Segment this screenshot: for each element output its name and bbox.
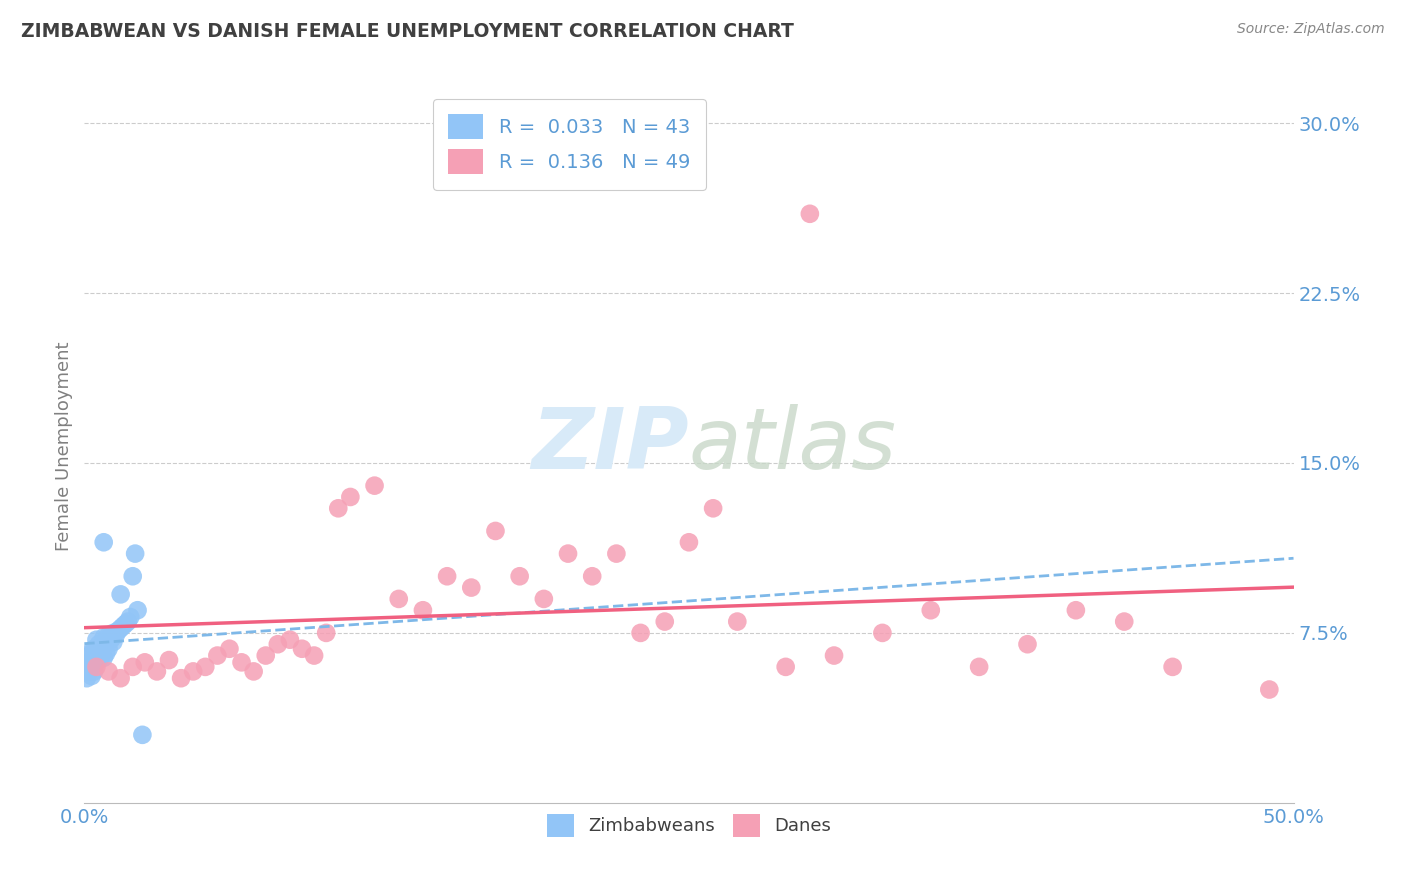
Point: [157, 653, 180, 667]
Point: [242, 665, 264, 679]
Point: [124, 547, 146, 561]
Point: [86, 656, 108, 670]
Point: [533, 591, 555, 606]
Point: [80, 669, 103, 683]
Point: [76, 671, 98, 685]
Text: atlas: atlas: [689, 404, 897, 488]
Point: [207, 648, 229, 663]
Point: [94, 632, 117, 647]
Point: [509, 569, 531, 583]
Point: [702, 501, 724, 516]
Point: [83, 657, 105, 672]
Point: [87, 653, 110, 667]
Point: [278, 632, 301, 647]
Point: [654, 615, 676, 629]
Point: [231, 656, 253, 670]
Point: [1017, 637, 1039, 651]
Point: [605, 547, 627, 561]
Point: [86, 660, 108, 674]
Point: [80, 653, 103, 667]
Point: [339, 490, 361, 504]
Point: [97, 641, 120, 656]
Point: [104, 628, 127, 642]
Point: [388, 591, 411, 606]
Point: [920, 603, 942, 617]
Text: ZIP: ZIP: [531, 404, 689, 488]
Point: [581, 569, 603, 583]
Legend: Zimbabweans, Danes: Zimbabweans, Danes: [540, 807, 838, 844]
Point: [93, 637, 115, 651]
Y-axis label: Female Unemployment: Female Unemployment: [55, 342, 73, 550]
Point: [775, 660, 797, 674]
Point: [823, 648, 845, 663]
Point: [181, 665, 204, 679]
Point: [110, 671, 132, 685]
Point: [1161, 660, 1184, 674]
Point: [80, 660, 103, 674]
Point: [170, 671, 193, 685]
Point: [127, 603, 149, 617]
Point: [484, 524, 506, 538]
Point: [412, 603, 434, 617]
Point: [83, 641, 105, 656]
Point: [1064, 603, 1087, 617]
Point: [120, 610, 142, 624]
Point: [103, 635, 125, 649]
Point: [97, 628, 120, 642]
Point: [131, 728, 153, 742]
Point: [83, 665, 105, 679]
Point: [194, 660, 217, 674]
Point: [630, 626, 652, 640]
Point: [557, 547, 579, 561]
Point: [76, 660, 98, 674]
Point: [460, 581, 482, 595]
Point: [302, 648, 325, 663]
Point: [799, 207, 821, 221]
Point: [254, 648, 277, 663]
Point: [121, 660, 143, 674]
Point: [363, 478, 385, 492]
Point: [94, 646, 117, 660]
Point: [103, 626, 125, 640]
Point: [86, 646, 108, 660]
Point: [146, 665, 169, 679]
Point: [967, 660, 990, 674]
Point: [100, 632, 122, 647]
Point: [93, 650, 115, 665]
Point: [90, 640, 112, 654]
Point: [1114, 615, 1136, 629]
Point: [97, 665, 120, 679]
Point: [93, 535, 115, 549]
Point: [328, 501, 350, 516]
Point: [218, 641, 240, 656]
Point: [267, 637, 290, 651]
Text: Source: ZipAtlas.com: Source: ZipAtlas.com: [1237, 22, 1385, 37]
Point: [110, 587, 132, 601]
Point: [436, 569, 458, 583]
Point: [112, 619, 135, 633]
Point: [107, 624, 129, 638]
Point: [872, 626, 894, 640]
Point: [87, 641, 110, 656]
Point: [93, 631, 115, 645]
Point: [134, 656, 156, 670]
Point: [291, 641, 314, 656]
Point: [121, 569, 143, 583]
Point: [77, 656, 100, 670]
Point: [678, 535, 700, 549]
Point: [87, 637, 110, 651]
Point: [90, 648, 112, 663]
Point: [725, 615, 748, 629]
Point: [77, 648, 100, 663]
Text: ZIMBABWEAN VS DANISH FEMALE UNEMPLOYMENT CORRELATION CHART: ZIMBABWEAN VS DANISH FEMALE UNEMPLOYMENT…: [21, 22, 794, 41]
Point: [315, 626, 337, 640]
Point: [1258, 682, 1281, 697]
Point: [117, 615, 139, 629]
Point: [86, 632, 108, 647]
Point: [110, 621, 132, 635]
Point: [80, 644, 103, 658]
Point: [114, 616, 136, 631]
Point: [77, 665, 100, 679]
